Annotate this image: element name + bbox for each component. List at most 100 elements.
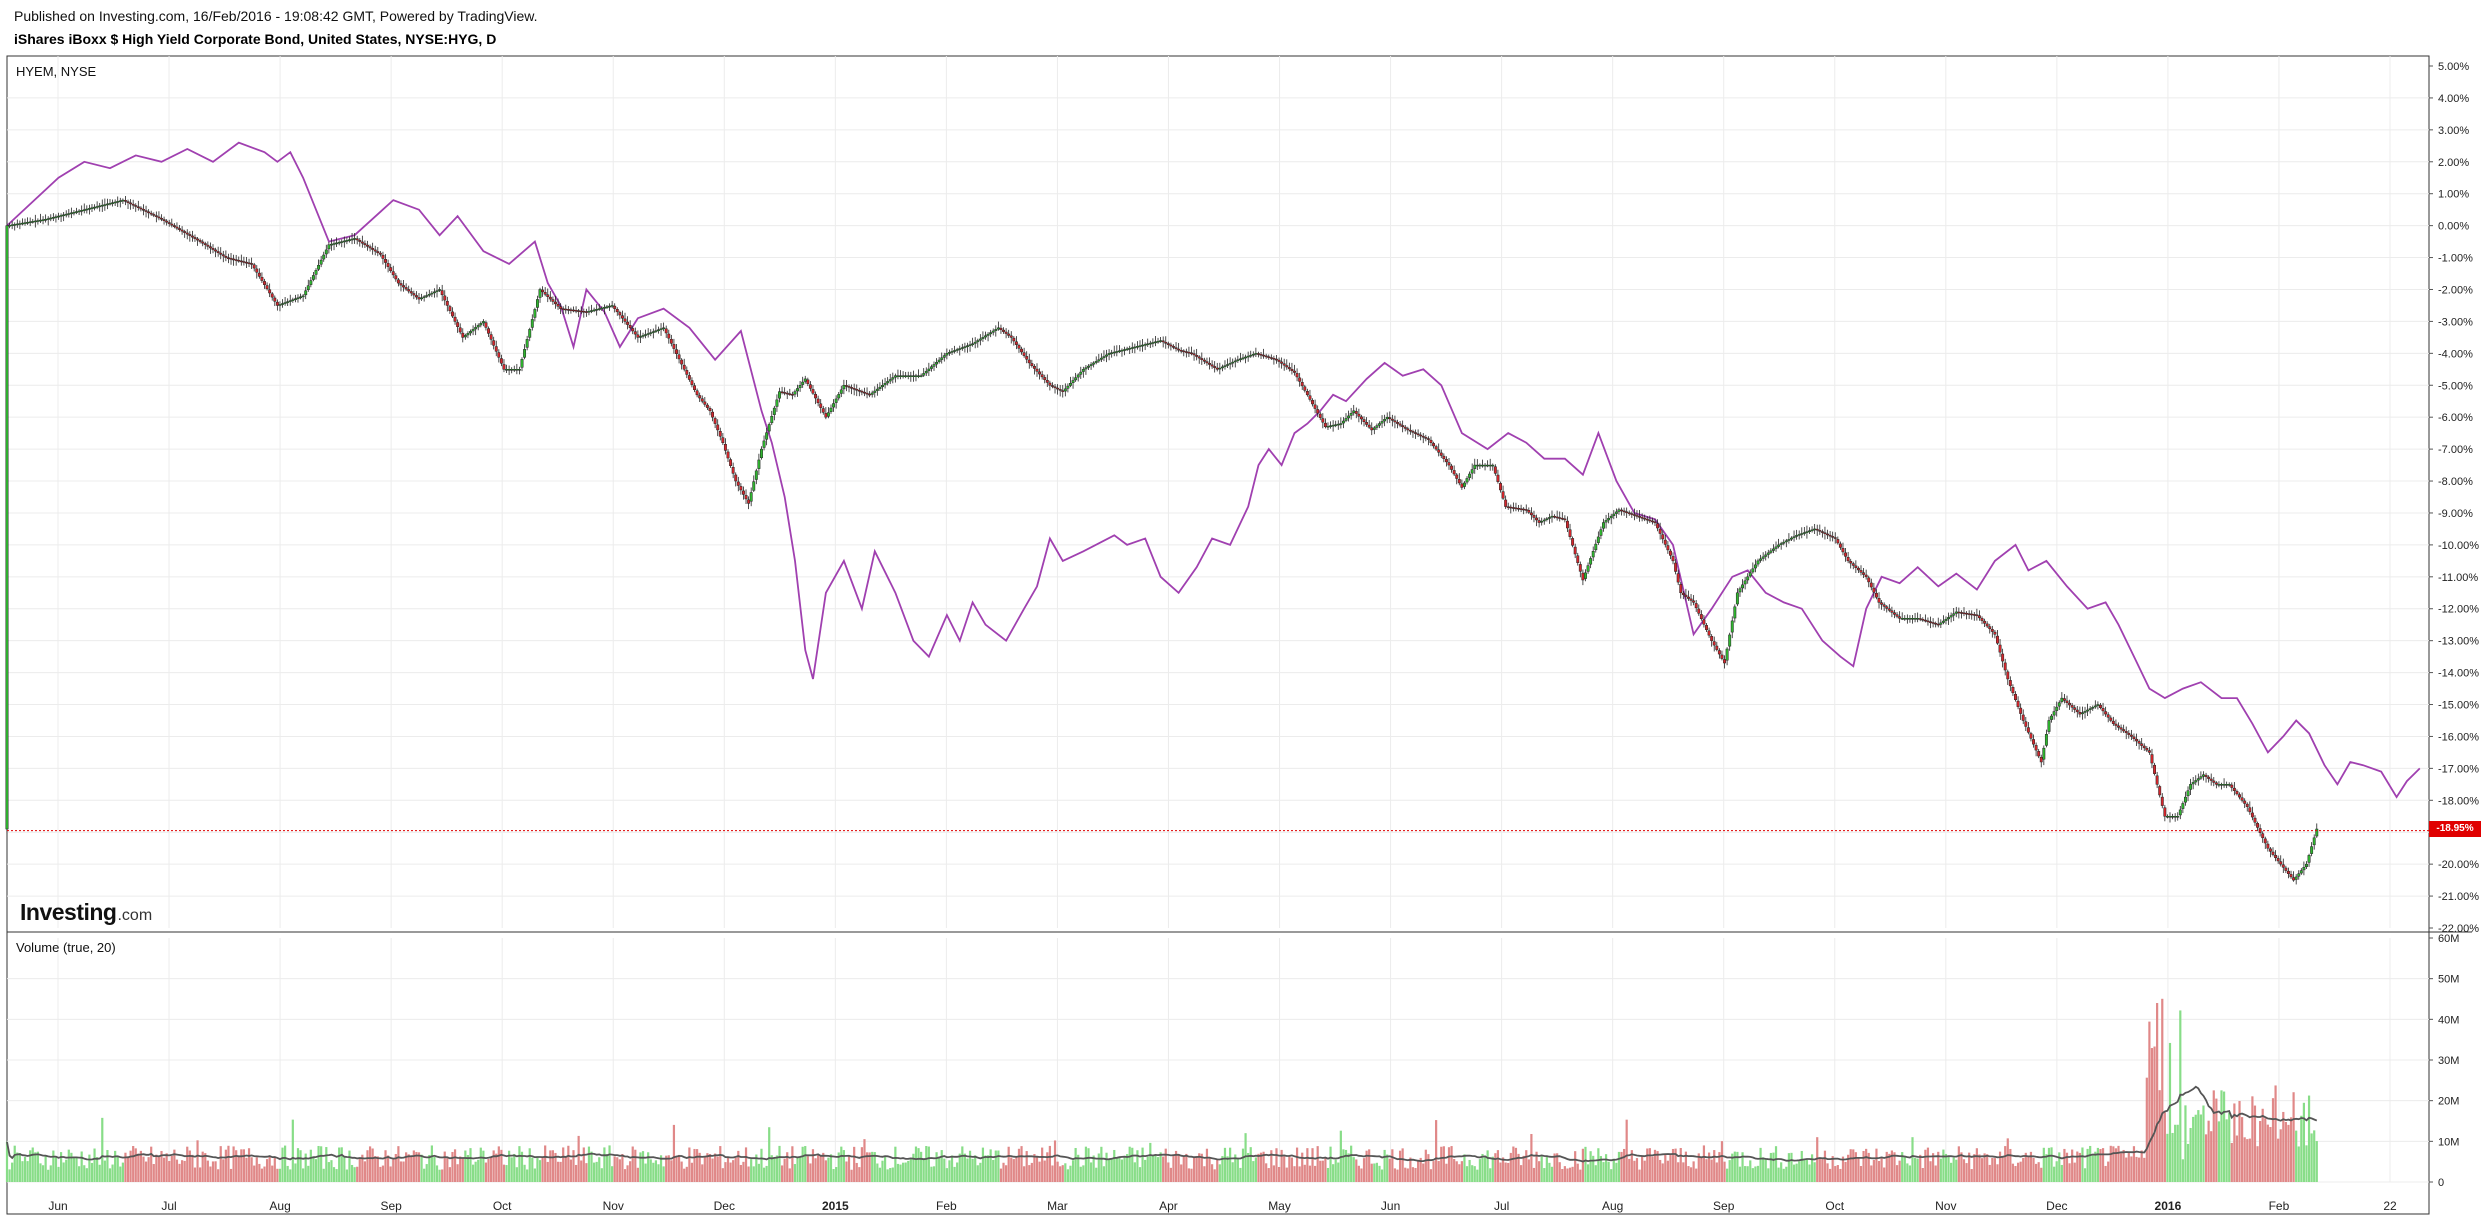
candle-down <box>1692 600 1696 603</box>
volume-bar-down <box>1826 1163 1829 1182</box>
candle-down <box>1262 354 1266 357</box>
volume-bar-down <box>1180 1164 1183 1182</box>
price-tick-label: -12.00% <box>2438 604 2479 616</box>
candle-down <box>726 451 730 459</box>
candle-up <box>64 213 68 216</box>
volume-bar-up <box>927 1146 930 1182</box>
candle-down <box>618 312 622 316</box>
volume-bar-down <box>1512 1146 1515 1182</box>
volume-bar-up <box>1087 1148 1090 1182</box>
volume-bar-down <box>1324 1157 1327 1182</box>
candle-down <box>2250 812 2254 818</box>
candle-down <box>1638 516 1641 518</box>
candle-up <box>1380 421 1384 424</box>
volume-bar-down <box>1872 1159 1875 1182</box>
candle-down <box>572 309 575 312</box>
volume-bar-down <box>1319 1160 1322 1182</box>
candle-up <box>1352 410 1356 414</box>
volume-bar-down <box>2122 1149 2125 1182</box>
volume-bar-up <box>1097 1153 1100 1182</box>
candle-down <box>2039 756 2043 763</box>
volume-bar-up <box>466 1155 470 1182</box>
candle-up <box>2225 784 2229 786</box>
candle-down <box>2001 653 2005 662</box>
candle-up <box>826 412 830 417</box>
volume-bar-down <box>1164 1148 1167 1182</box>
volume-bar-down <box>271 1165 274 1182</box>
candle-down <box>1450 465 1454 470</box>
volume-bar-up <box>2042 1147 2045 1182</box>
volume-bar-down <box>126 1156 130 1182</box>
candle-up <box>304 290 308 296</box>
volume-bar-down <box>1056 1161 1059 1182</box>
volume-bar-down <box>387 1155 390 1182</box>
candle-down <box>1321 418 1325 423</box>
volume-bar-up <box>997 1150 1000 1182</box>
volume-bar-down <box>368 1146 372 1182</box>
candle-down <box>1287 367 1291 370</box>
candle-down <box>711 411 714 418</box>
volume-bar-up <box>1751 1168 1754 1182</box>
candle-down <box>1442 455 1446 459</box>
volume-bar-down <box>1200 1153 1203 1182</box>
time-tick-label: May <box>1268 1199 1291 1213</box>
volume-bar-down <box>2022 1157 2025 1182</box>
candle-down <box>404 287 408 290</box>
volume-bar-down <box>1283 1156 1286 1182</box>
candle-down <box>1560 517 1564 520</box>
volume-bar-up <box>1159 1152 1162 1182</box>
volume-bar-up <box>842 1150 845 1182</box>
volume-bar-up <box>1803 1159 1806 1182</box>
candle-down <box>2281 864 2285 868</box>
volume-bar-down <box>1265 1163 1268 1182</box>
candle-up <box>2194 780 2198 783</box>
candle-up <box>989 332 993 335</box>
volume-bar-down <box>1816 1137 1819 1182</box>
volume-bar-down <box>191 1154 194 1182</box>
candle-up <box>463 335 467 338</box>
candle-down <box>620 315 624 319</box>
candle-down <box>1578 564 1582 572</box>
candle-down <box>2142 745 2146 749</box>
volume-bar-down <box>623 1169 627 1182</box>
volume-bar-up <box>1489 1168 1492 1182</box>
candle-up <box>469 331 472 334</box>
candle-up <box>1138 345 1142 347</box>
candle-down <box>623 318 627 322</box>
candle-up <box>319 259 323 265</box>
candle-down <box>2073 707 2077 710</box>
volume-bar-up <box>770 1155 773 1182</box>
candle-down <box>378 252 382 255</box>
volume-bar-up <box>971 1158 974 1182</box>
volume-bar-up <box>1901 1152 1904 1182</box>
volume-bar-down <box>855 1162 858 1182</box>
candle-up <box>978 338 982 341</box>
candle-down <box>1957 611 1961 614</box>
volume-bar-up <box>106 1150 109 1182</box>
current-value-badge: -18.95% <box>2429 821 2481 837</box>
candle-up <box>515 369 519 371</box>
volume-bar-down <box>1429 1169 1433 1182</box>
volume-bar-up <box>1612 1158 1615 1182</box>
candle-down <box>1051 385 1054 387</box>
candle-up <box>1753 564 1757 569</box>
candle-down <box>124 200 127 202</box>
candle-down <box>389 267 393 272</box>
candle-down <box>1532 515 1536 518</box>
volume-bar-down <box>819 1156 822 1182</box>
candle-down <box>2114 723 2118 726</box>
candle-down <box>1684 594 1688 597</box>
volume-bar-up <box>1790 1152 1793 1182</box>
volume-bar-up <box>29 1150 32 1182</box>
candle-down <box>1195 354 1199 357</box>
volume-bar-down <box>1991 1157 1994 1182</box>
candle-down <box>1875 592 1878 598</box>
candle-down <box>275 301 279 306</box>
candle-up <box>832 403 836 408</box>
candle-down <box>1424 437 1428 439</box>
volume-bar-up <box>44 1155 47 1182</box>
candle-down <box>448 306 452 312</box>
volume-bar-up <box>914 1146 918 1182</box>
price-tick-label: 4.00% <box>2438 93 2469 105</box>
